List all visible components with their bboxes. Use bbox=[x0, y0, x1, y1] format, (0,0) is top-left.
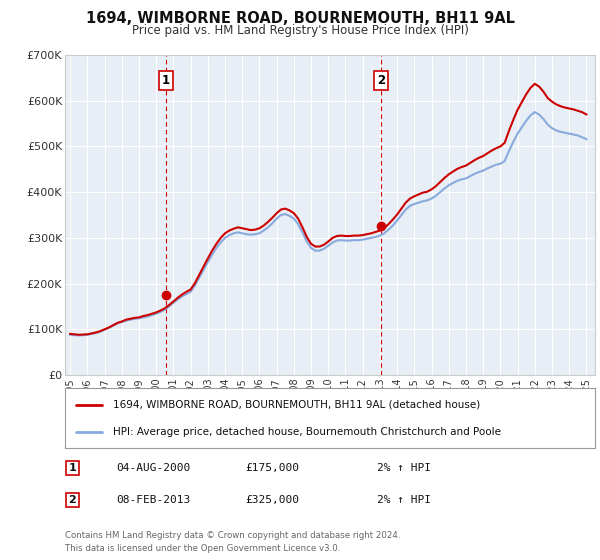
Text: £175,000: £175,000 bbox=[245, 463, 299, 473]
Text: 1: 1 bbox=[162, 74, 170, 87]
Text: Price paid vs. HM Land Registry's House Price Index (HPI): Price paid vs. HM Land Registry's House … bbox=[131, 24, 469, 36]
Text: 04-AUG-2000: 04-AUG-2000 bbox=[116, 463, 190, 473]
Text: 1694, WIMBORNE ROAD, BOURNEMOUTH, BH11 9AL: 1694, WIMBORNE ROAD, BOURNEMOUTH, BH11 9… bbox=[86, 11, 515, 26]
Text: 2: 2 bbox=[68, 495, 76, 505]
Text: 1694, WIMBORNE ROAD, BOURNEMOUTH, BH11 9AL (detached house): 1694, WIMBORNE ROAD, BOURNEMOUTH, BH11 9… bbox=[113, 400, 480, 410]
Text: £325,000: £325,000 bbox=[245, 495, 299, 505]
Text: 2% ↑ HPI: 2% ↑ HPI bbox=[377, 495, 431, 505]
Text: HPI: Average price, detached house, Bournemouth Christchurch and Poole: HPI: Average price, detached house, Bour… bbox=[113, 427, 500, 437]
Text: Contains HM Land Registry data © Crown copyright and database right 2024.: Contains HM Land Registry data © Crown c… bbox=[65, 531, 401, 540]
Text: 1: 1 bbox=[68, 463, 76, 473]
Text: 2: 2 bbox=[377, 74, 385, 87]
Text: 2% ↑ HPI: 2% ↑ HPI bbox=[377, 463, 431, 473]
Text: This data is licensed under the Open Government Licence v3.0.: This data is licensed under the Open Gov… bbox=[65, 544, 340, 553]
Text: 08-FEB-2013: 08-FEB-2013 bbox=[116, 495, 190, 505]
